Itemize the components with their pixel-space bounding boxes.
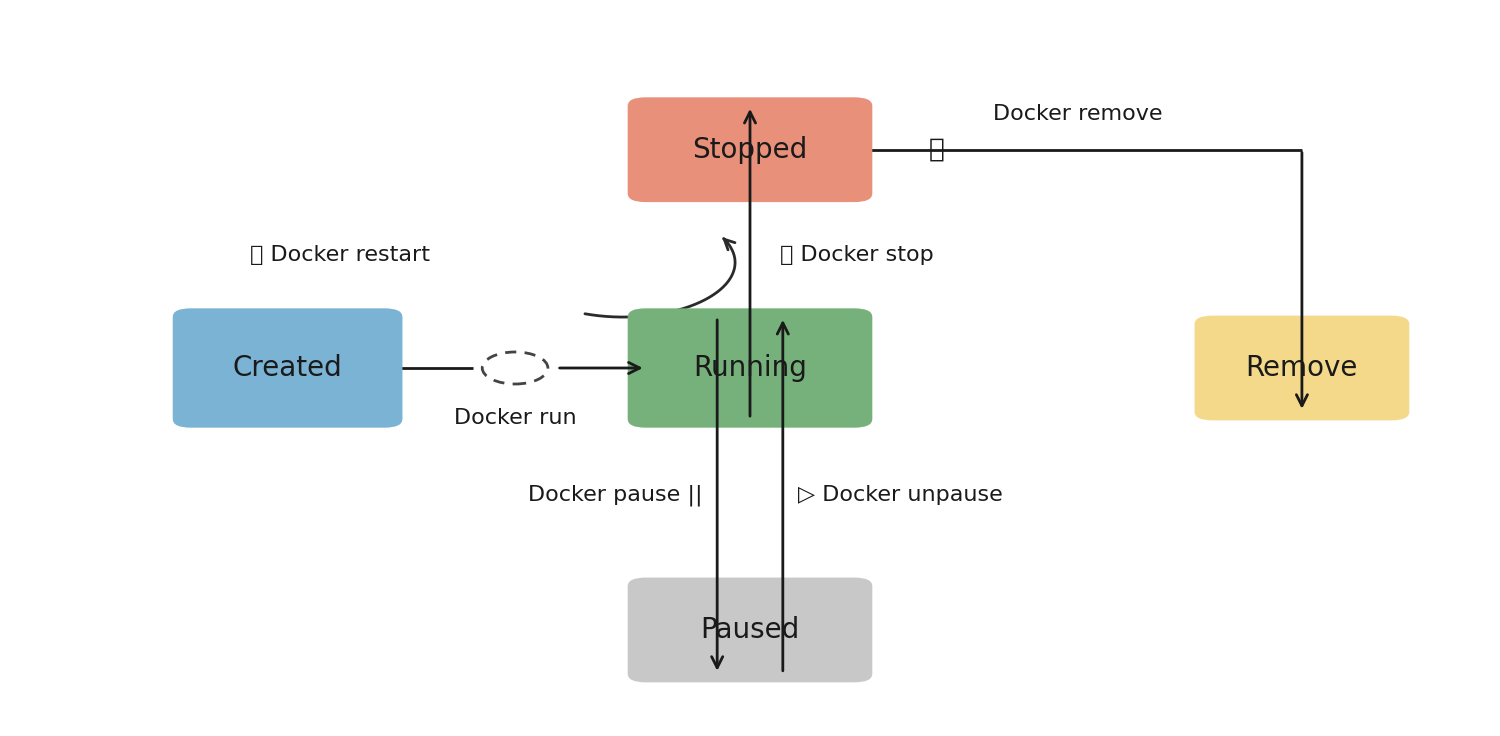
Text: Running: Running	[693, 354, 807, 382]
Text: Docker pause ||: Docker pause ||	[528, 484, 702, 506]
Text: Ⓡ Docker restart: Ⓡ Docker restart	[251, 245, 430, 265]
Text: Docker run: Docker run	[453, 408, 576, 428]
Text: ▷ Docker unpause: ▷ Docker unpause	[798, 485, 1002, 506]
FancyBboxPatch shape	[627, 308, 873, 428]
Text: Created: Created	[232, 354, 342, 382]
Text: Paused: Paused	[700, 616, 800, 644]
Text: Remove: Remove	[1245, 354, 1358, 382]
Text: 🖐: 🖐	[928, 137, 945, 163]
Text: Stopped: Stopped	[693, 135, 807, 163]
FancyBboxPatch shape	[627, 578, 873, 682]
Text: Docker remove: Docker remove	[993, 105, 1162, 124]
FancyBboxPatch shape	[172, 308, 402, 428]
Text: 🖐 Docker stop: 🖐 Docker stop	[780, 245, 933, 265]
FancyBboxPatch shape	[627, 97, 873, 202]
FancyBboxPatch shape	[1194, 316, 1410, 420]
